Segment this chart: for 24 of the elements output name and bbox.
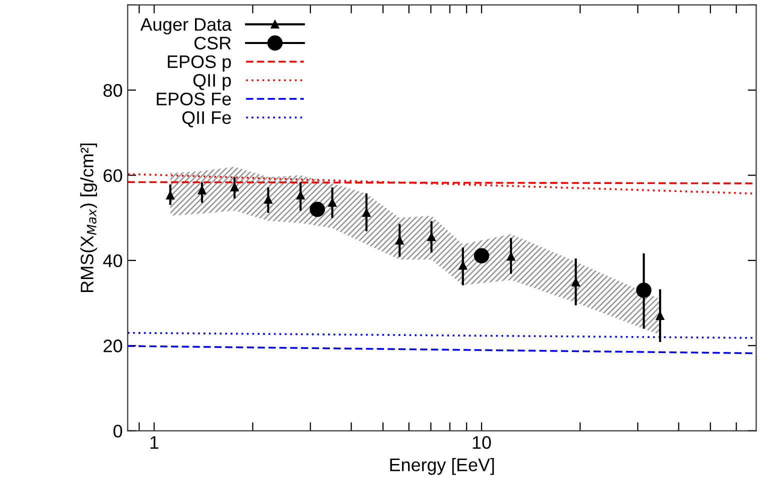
x-tick-label: 1 bbox=[150, 436, 158, 449]
point bbox=[198, 186, 206, 194]
legend-label: EPOS Fe bbox=[156, 92, 231, 106]
legend-label: QII Fe bbox=[182, 111, 231, 128]
x-axis-title: Energy [EeV] bbox=[390, 458, 494, 475]
legend-label: QII p bbox=[193, 74, 231, 90]
point bbox=[458, 261, 468, 270]
point bbox=[395, 236, 404, 245]
y-tick-label: 20 bbox=[104, 340, 122, 352]
y-tick-label: 40 bbox=[103, 254, 122, 268]
y-tick-label: 60 bbox=[104, 169, 122, 182]
x-tick-label: 10 bbox=[472, 436, 491, 449]
point bbox=[264, 195, 272, 204]
y-tick-label: 0 bbox=[113, 424, 122, 438]
point bbox=[328, 198, 336, 207]
y-tick-label: 80 bbox=[104, 84, 122, 97]
point bbox=[362, 208, 371, 217]
point bbox=[230, 183, 239, 192]
legend-label: Auger Data bbox=[140, 18, 232, 34]
legend-label: CSR bbox=[194, 36, 231, 50]
point bbox=[166, 191, 174, 200]
point bbox=[296, 191, 305, 200]
y-axis-title: RMS(X$_{Max}$) [g/cm²] bbox=[80, 144, 98, 292]
legend-label: EPOS p bbox=[168, 55, 231, 72]
